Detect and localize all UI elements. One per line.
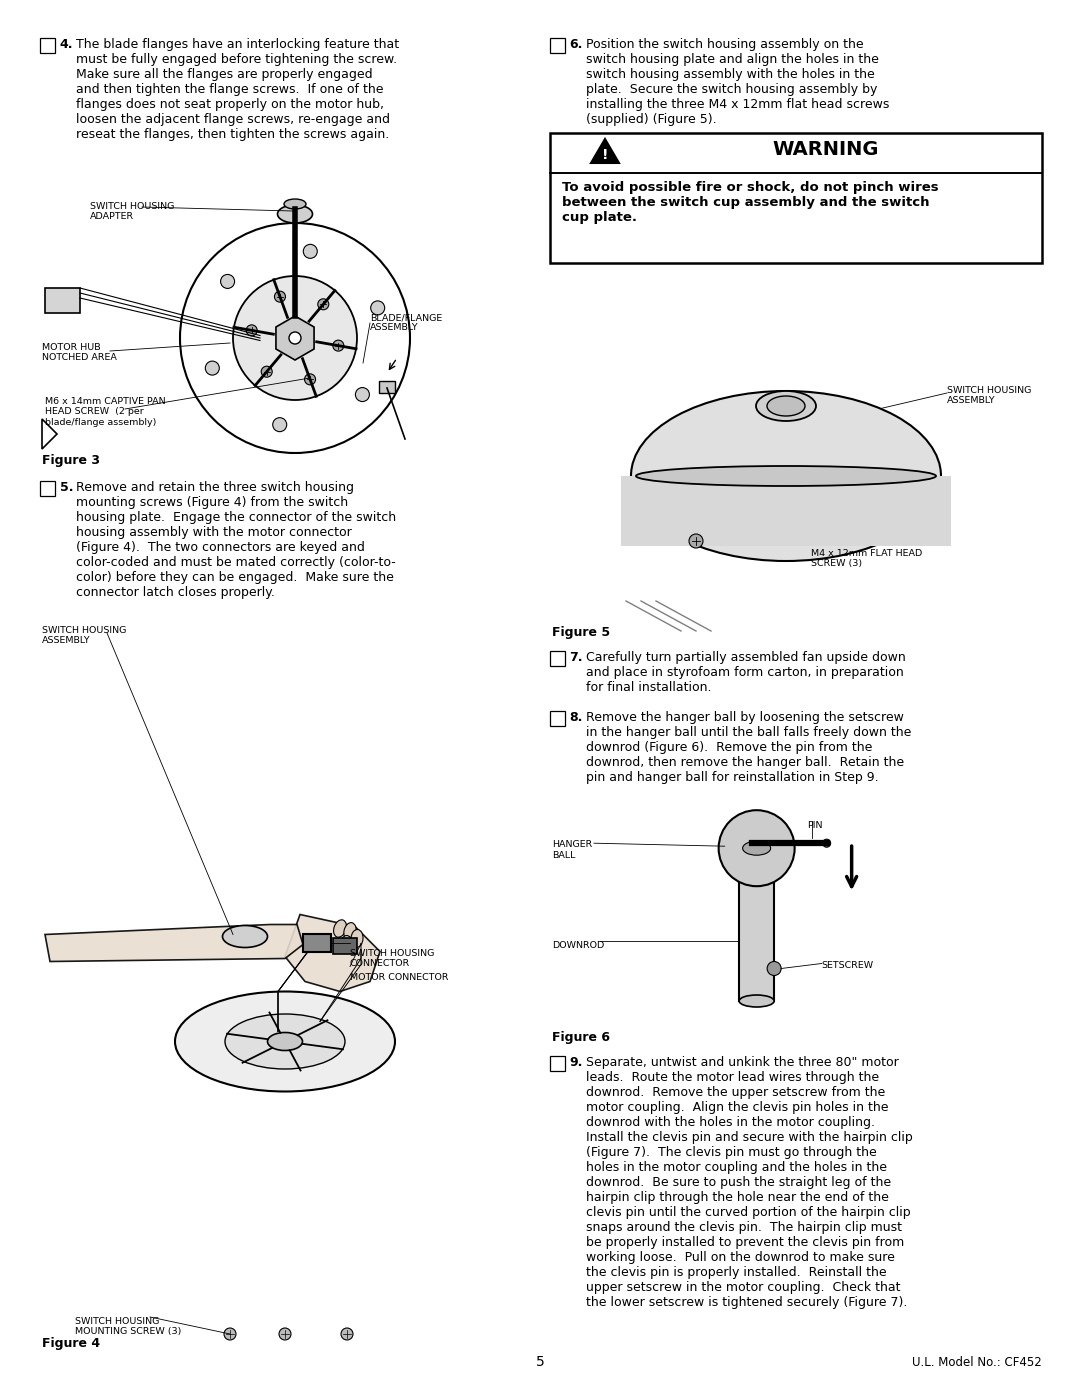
- Polygon shape: [45, 925, 303, 961]
- Bar: [550, 38, 565, 53]
- Text: SWITCH HOUSING
ASSEMBLY: SWITCH HOUSING ASSEMBLY: [947, 386, 1031, 405]
- Text: 6.: 6.: [569, 38, 583, 52]
- Circle shape: [303, 244, 318, 258]
- Ellipse shape: [343, 922, 356, 940]
- Circle shape: [718, 810, 795, 886]
- Ellipse shape: [268, 1032, 302, 1051]
- Polygon shape: [285, 915, 380, 992]
- Ellipse shape: [334, 919, 347, 937]
- Bar: [379, 381, 395, 393]
- Text: 5.: 5.: [59, 481, 73, 495]
- Text: To avoid possible fire or shock, do not pinch wires
between the switch cup assem: To avoid possible fire or shock, do not …: [562, 182, 939, 224]
- Text: !: !: [602, 148, 608, 162]
- Polygon shape: [591, 138, 619, 163]
- Text: BLADE/FLANGE
ASSEMBLY: BLADE/FLANGE ASSEMBLY: [370, 313, 442, 332]
- Ellipse shape: [284, 198, 306, 210]
- Text: WARNING: WARNING: [773, 140, 879, 159]
- Text: DOWNROD: DOWNROD: [552, 942, 604, 950]
- Ellipse shape: [676, 521, 896, 550]
- Circle shape: [279, 1329, 291, 1340]
- Circle shape: [823, 840, 831, 847]
- Bar: [550, 133, 1042, 263]
- Circle shape: [370, 300, 384, 314]
- Circle shape: [305, 374, 315, 384]
- Polygon shape: [276, 316, 314, 360]
- Bar: [550, 1056, 565, 1070]
- Bar: [550, 651, 565, 665]
- Ellipse shape: [341, 936, 353, 954]
- Text: Figure 4: Figure 4: [42, 1337, 100, 1350]
- Bar: [40, 38, 54, 53]
- Text: Carefully turn partially assembled fan upside down
and place in styrofoam form c: Carefully turn partially assembled fan u…: [586, 651, 906, 694]
- Text: HANGER
BALL: HANGER BALL: [552, 840, 592, 859]
- Bar: [333, 937, 357, 954]
- Text: M6 x 14mm CAPTIVE PAN
HEAD SCREW  (2 per
blade/flange assembly): M6 x 14mm CAPTIVE PAN HEAD SCREW (2 per …: [45, 397, 165, 427]
- Bar: [45, 288, 80, 313]
- Ellipse shape: [767, 395, 805, 416]
- Text: SWITCH HOUSING
CONNECTOR: SWITCH HOUSING CONNECTOR: [350, 949, 434, 968]
- Text: Remove the hanger ball by loosening the setscrew
in the hanger ball until the ba: Remove the hanger ball by loosening the …: [586, 711, 912, 784]
- Text: 4.: 4.: [59, 38, 73, 52]
- Circle shape: [224, 1329, 237, 1340]
- Circle shape: [767, 961, 781, 975]
- Circle shape: [246, 326, 257, 335]
- Text: 5: 5: [536, 1355, 544, 1369]
- Circle shape: [355, 387, 369, 401]
- Text: Figure 6: Figure 6: [552, 1031, 610, 1044]
- Text: MOTOR HUB
NOTCHED AREA: MOTOR HUB NOTCHED AREA: [42, 344, 117, 362]
- Polygon shape: [676, 476, 896, 536]
- Ellipse shape: [175, 992, 395, 1091]
- Text: MOTOR CONNECTOR: MOTOR CONNECTOR: [350, 972, 448, 982]
- Text: Figure 3: Figure 3: [42, 454, 100, 467]
- Circle shape: [233, 277, 357, 400]
- Text: Position the switch housing assembly on the
switch housing plate and align the h: Position the switch housing assembly on …: [586, 38, 890, 126]
- Text: SETSCREW: SETSCREW: [822, 961, 874, 970]
- Ellipse shape: [631, 391, 941, 562]
- Ellipse shape: [222, 925, 268, 947]
- Ellipse shape: [756, 391, 816, 420]
- Circle shape: [289, 332, 301, 344]
- Bar: [621, 476, 951, 546]
- Text: SWITCH HOUSING
MOUNTING SCREW (3): SWITCH HOUSING MOUNTING SCREW (3): [75, 1317, 181, 1337]
- Circle shape: [205, 360, 219, 376]
- Ellipse shape: [636, 467, 936, 486]
- Ellipse shape: [743, 841, 771, 855]
- Circle shape: [274, 291, 285, 302]
- Text: U.L. Model No.: CF452: U.L. Model No.: CF452: [913, 1356, 1042, 1369]
- Text: 8.: 8.: [569, 711, 583, 724]
- Circle shape: [273, 418, 286, 432]
- Text: Separate, untwist and unkink the three 80" motor
leads.  Route the motor lead wi: Separate, untwist and unkink the three 8…: [586, 1056, 914, 1309]
- Bar: [40, 481, 54, 496]
- Text: 7.: 7.: [569, 651, 583, 664]
- Circle shape: [333, 339, 343, 351]
- Text: 9.: 9.: [569, 1056, 583, 1069]
- Ellipse shape: [351, 929, 363, 947]
- Ellipse shape: [739, 865, 774, 877]
- Text: SWITCH HOUSING
ASSEMBLY: SWITCH HOUSING ASSEMBLY: [42, 626, 126, 645]
- Bar: [303, 933, 330, 951]
- Bar: [550, 711, 565, 725]
- Text: Figure 5: Figure 5: [552, 626, 610, 638]
- Ellipse shape: [225, 1014, 345, 1069]
- Text: The blade flanges have an interlocking feature that
must be fully engaged before: The blade flanges have an interlocking f…: [77, 38, 400, 141]
- Ellipse shape: [278, 205, 312, 224]
- Circle shape: [341, 1329, 353, 1340]
- Circle shape: [220, 274, 234, 288]
- Ellipse shape: [739, 995, 774, 1007]
- Circle shape: [318, 299, 328, 310]
- Text: M4 x 12mm FLAT HEAD
SCREW (3): M4 x 12mm FLAT HEAD SCREW (3): [811, 549, 922, 569]
- Text: PIN: PIN: [807, 821, 822, 830]
- Text: SWITCH HOUSING
ADAPTER: SWITCH HOUSING ADAPTER: [90, 203, 174, 221]
- Text: Remove and retain the three switch housing
mounting screws (Figure 4) from the s: Remove and retain the three switch housi…: [77, 481, 396, 599]
- Circle shape: [689, 534, 703, 548]
- Circle shape: [261, 366, 272, 377]
- Bar: [739, 870, 774, 1002]
